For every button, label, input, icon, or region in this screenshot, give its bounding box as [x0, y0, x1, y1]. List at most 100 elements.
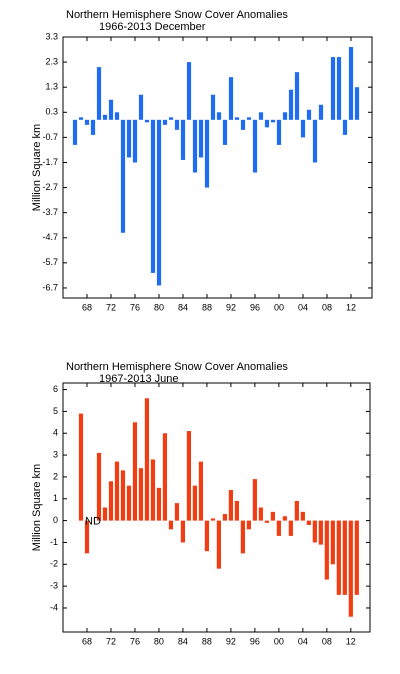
bar [138, 94, 144, 120]
bar [222, 514, 227, 521]
bar [246, 520, 251, 530]
bar [198, 461, 204, 521]
bar [204, 119, 210, 188]
bar [240, 520, 245, 554]
bar [96, 452, 102, 521]
bar [210, 518, 216, 521]
y-tick-label: 6 [53, 384, 58, 394]
bar [312, 520, 317, 543]
x-tick-label: 84 [178, 636, 188, 646]
y-tick-label: -4 [50, 602, 58, 612]
x-tick-label: 80 [154, 636, 164, 646]
bar [342, 520, 347, 595]
bar [270, 119, 276, 123]
x-tick-label: 88 [202, 302, 212, 312]
bar [354, 87, 360, 120]
bar [318, 520, 323, 545]
x-tick-label: 08 [322, 302, 332, 312]
x-tick-label: 96 [250, 302, 260, 312]
y-axis-label: Million Square km [31, 464, 43, 551]
y-tick-label: 1.3 [45, 82, 58, 92]
x-tick-label: 00 [274, 302, 284, 312]
bar [342, 119, 348, 135]
x-tick-label: 88 [202, 636, 212, 646]
bar [180, 119, 186, 160]
chart-subtitle: 1967-2013 June [99, 373, 179, 385]
y-tick-label: 3 [53, 449, 58, 459]
bar [264, 520, 269, 523]
bar [204, 520, 210, 552]
bar [150, 459, 156, 521]
bar [348, 47, 354, 120]
bar [168, 520, 174, 530]
bar [126, 119, 132, 158]
bar [210, 94, 216, 120]
y-tick-label: -2 [50, 559, 58, 569]
bar [282, 516, 287, 521]
annotation: ND [85, 516, 101, 528]
x-tick-label: 00 [274, 636, 284, 646]
x-tick-label: 76 [130, 302, 140, 312]
bar [270, 511, 275, 521]
y-tick-label: 5 [53, 406, 58, 416]
bar [258, 507, 263, 521]
x-tick-label: 72 [106, 302, 116, 312]
bar [78, 117, 84, 120]
bar [276, 520, 281, 536]
y-tick-label: 2 [53, 471, 58, 481]
bar [168, 117, 174, 120]
bar [162, 433, 168, 521]
bar [144, 119, 150, 123]
bar [114, 461, 120, 521]
bar [312, 119, 318, 163]
x-tick-label: 92 [226, 636, 236, 646]
bar [300, 119, 306, 138]
x-tick-label: 12 [346, 636, 356, 646]
bar [120, 119, 126, 233]
bar [186, 431, 192, 521]
x-tick-label: 12 [346, 302, 356, 312]
bar [144, 398, 150, 521]
chart-title: Northern Hemisphere Snow Cover Anomalies [66, 361, 288, 373]
bar [294, 72, 300, 120]
x-tick-label: 92 [226, 302, 236, 312]
x-tick-label: 96 [250, 636, 260, 646]
y-tick-label: -0.7 [42, 132, 58, 142]
bar [126, 485, 132, 521]
bar [288, 89, 294, 120]
bar [108, 99, 114, 120]
bar [174, 503, 180, 521]
bar [72, 119, 78, 145]
bar [156, 487, 162, 521]
bar [294, 500, 299, 521]
bar [336, 57, 342, 120]
y-tick-label: -3.7 [42, 207, 58, 217]
y-tick-label: -3 [50, 581, 58, 591]
y-tick-label: -1 [50, 537, 58, 547]
bar [216, 112, 222, 120]
bar [252, 479, 257, 521]
bar [90, 119, 96, 135]
bar [240, 119, 246, 130]
bar [264, 119, 270, 128]
x-tick-label: 76 [130, 636, 140, 646]
bar [348, 520, 353, 617]
bar [306, 109, 312, 120]
bar [84, 520, 90, 554]
bar [354, 520, 359, 595]
bar [108, 481, 114, 521]
bar [276, 119, 282, 145]
bar [198, 119, 204, 158]
bar [300, 511, 305, 521]
bar [222, 119, 228, 145]
bar [282, 112, 288, 120]
plot-frame [62, 382, 371, 633]
bar [234, 500, 239, 521]
chart-title: Northern Hemisphere Snow Cover Anomalies [66, 9, 288, 21]
bar [288, 520, 293, 536]
y-tick-label: 3.3 [45, 31, 58, 41]
y-tick-label: -5.7 [42, 257, 58, 267]
bar [330, 520, 335, 565]
y-tick-label: 0.3 [45, 107, 58, 117]
